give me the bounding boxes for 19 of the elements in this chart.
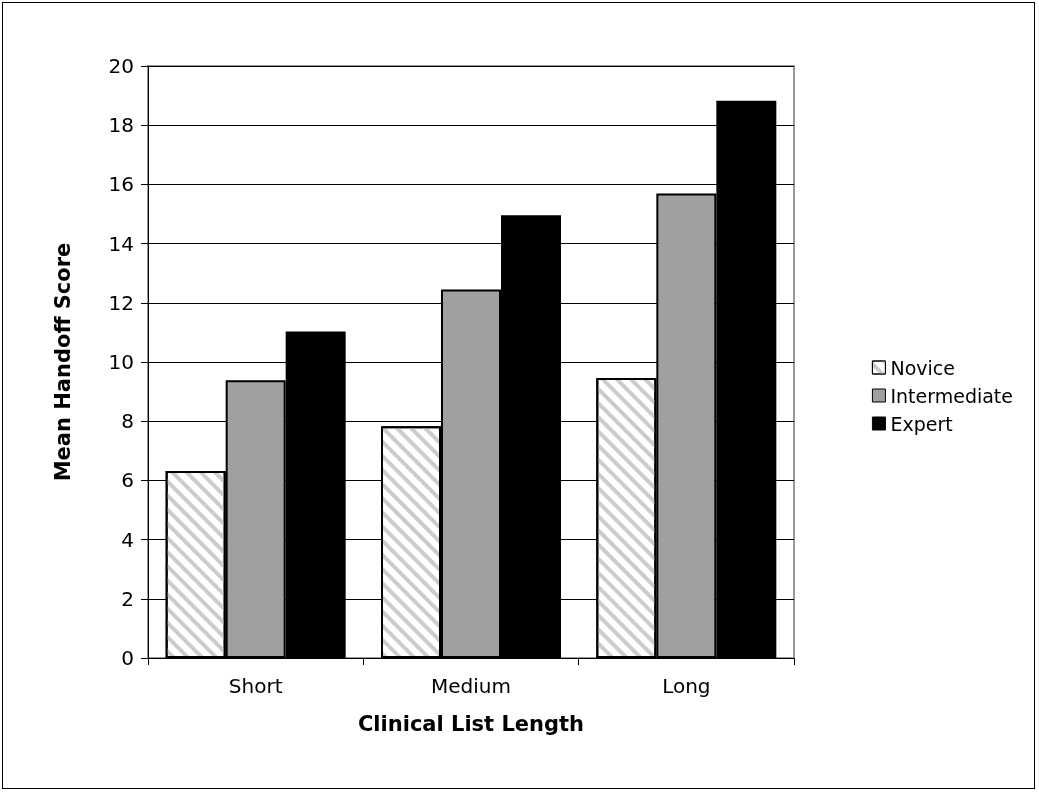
y-tick-label: 2 — [121, 586, 134, 611]
y-tick-label: 14 — [108, 231, 134, 256]
y-tick-label: 18 — [108, 113, 134, 138]
legend-label: Novice — [890, 356, 955, 379]
x-tick-label: Short — [228, 674, 283, 698]
x-tick-label: Medium — [431, 674, 511, 698]
y-tick-label: 0 — [121, 646, 134, 670]
y-tick-label: 20 — [108, 54, 134, 78]
y-tick-label: 6 — [121, 468, 134, 493]
x-axis-title: Clinical List Length — [357, 711, 585, 736]
y-tick-label: 16 — [108, 172, 134, 197]
legend-label: Expert — [890, 412, 953, 435]
y-axis-title: Mean Handoff Score — [50, 242, 75, 482]
y-tick-label: 12 — [108, 290, 134, 315]
y-tick-label: 4 — [121, 527, 134, 552]
y-tick-label: 8 — [121, 409, 134, 434]
legend-label: Intermediate — [890, 384, 1014, 407]
x-tick-label: Long — [662, 674, 711, 698]
y-tick-label: 10 — [108, 350, 134, 374]
